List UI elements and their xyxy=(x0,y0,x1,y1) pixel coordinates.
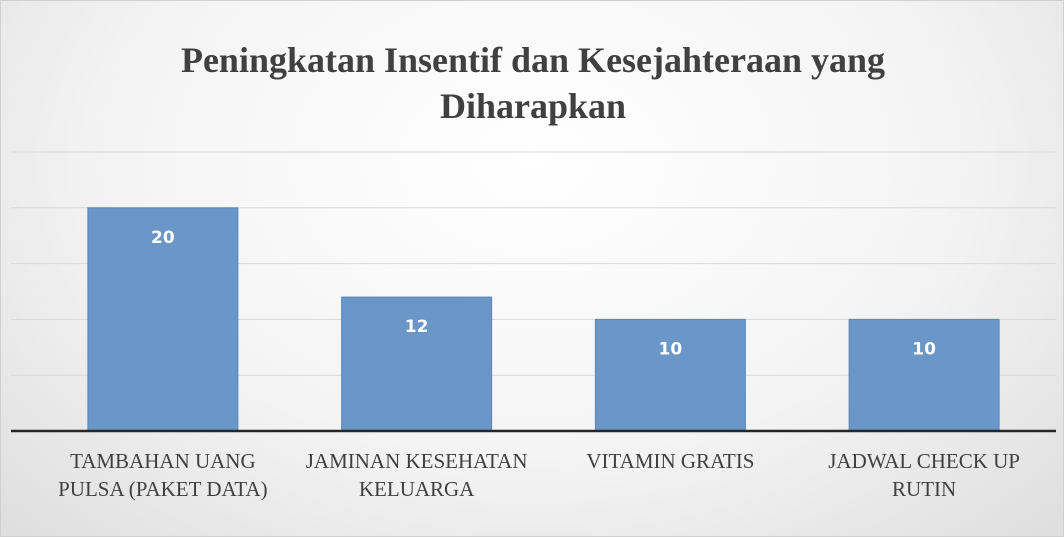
bar xyxy=(594,318,746,432)
data-label: 10 xyxy=(912,339,936,359)
bar xyxy=(848,318,1000,432)
data-label: 10 xyxy=(659,339,683,359)
data-label: 20 xyxy=(151,228,175,248)
bar xyxy=(87,207,239,432)
data-label: 12 xyxy=(405,317,429,337)
x-tick-label: TAMBAHAN UANG PULSA (PAKET DATA) xyxy=(58,449,268,501)
bar xyxy=(341,296,493,432)
x-tick-label: JADWAL CHECK UP RUTIN xyxy=(828,449,1020,501)
x-tick-label: JAMINAN KESEHATAN KELUARGA xyxy=(305,449,528,501)
chart-title: Peningkatan Insentif dan Kesejahteraan y… xyxy=(180,40,886,126)
x-tick-label: VITAMIN GRATIS xyxy=(586,449,755,473)
